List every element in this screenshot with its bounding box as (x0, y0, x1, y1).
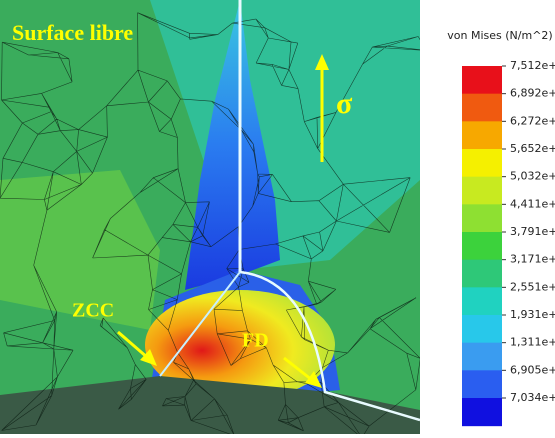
mesh-lines (0, 12, 420, 434)
annotation: ZCC (72, 300, 114, 322)
annotation: σ (336, 87, 353, 120)
hot-zone (145, 290, 335, 400)
color-band (462, 121, 502, 150)
legend-label: 1,311e+07 (510, 336, 555, 349)
legend-label: 5,032e+07 (510, 170, 555, 183)
color-band (462, 176, 502, 205)
legend: 7,512e+07 6,892e+07 6,272e+07 5,652e+07 5,03… (462, 59, 555, 427)
stress-plot: Surface libre σ ZCC FD (0, 0, 420, 434)
legend-label: 6,272e+07 (510, 114, 555, 127)
arrow-head (315, 54, 329, 70)
mesh (0, 12, 420, 434)
legend-label: 6,905e+06 (510, 363, 555, 376)
legend-label: 6,892e+07 (510, 87, 555, 100)
color-band (462, 398, 502, 427)
legend-label: 4,411e+07 (510, 197, 555, 210)
base-plane (0, 376, 420, 434)
legend-label: 3,171e+07 (510, 253, 555, 266)
crease (239, 270, 420, 422)
color-band (462, 315, 502, 344)
color-band (462, 204, 502, 233)
annotation: FD (242, 330, 269, 352)
crease (159, 271, 241, 377)
color-band (462, 370, 502, 399)
arrow-head (140, 349, 157, 366)
legend-label: 2,551e+07 (510, 280, 555, 293)
arrow (117, 330, 149, 360)
region (185, 0, 280, 290)
legend-label: 7,512e+07 (510, 59, 555, 72)
legend-label: 3,791e+07 (510, 225, 555, 238)
color-band (462, 287, 502, 316)
arrow-head (305, 371, 322, 388)
color-band (462, 149, 502, 178)
legend-label: 7,034e+05 (510, 391, 555, 404)
arrow (283, 356, 313, 382)
color-band (462, 342, 502, 371)
color-band (462, 66, 502, 95)
legend-label: 1,931e+07 (510, 308, 555, 321)
legend-title: von Mises (N/m^2) (447, 29, 552, 42)
legend-label: 5,652e+07 (510, 142, 555, 155)
color-band (462, 93, 502, 122)
color-band (462, 232, 502, 261)
annotation: Surface libre (12, 20, 133, 45)
color-band (462, 259, 502, 288)
